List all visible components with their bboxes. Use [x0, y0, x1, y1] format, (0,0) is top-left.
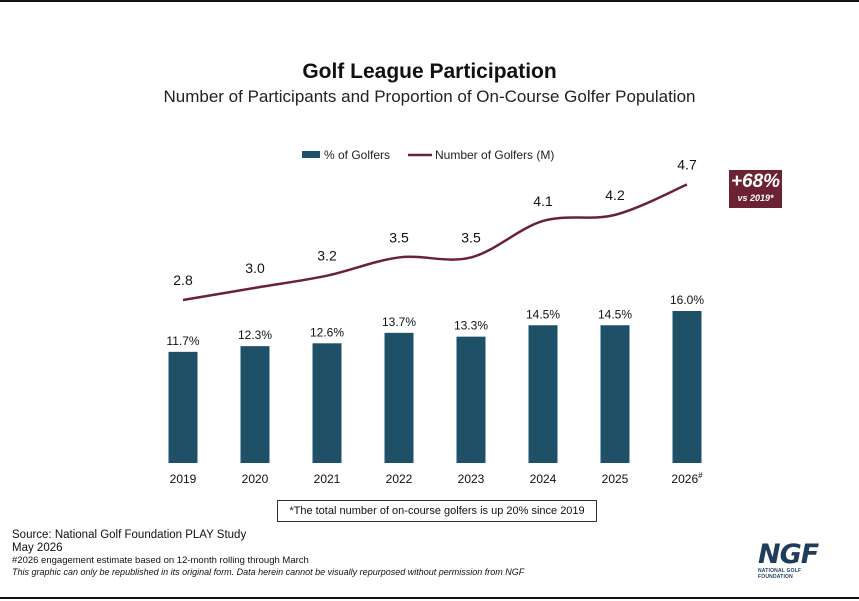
bar-2023 [456, 336, 486, 463]
bars-layer: 11.7% 12.3% 12.6% 13.7% 13.3% 14.5% 14.5% 16.0% [166, 293, 704, 463]
chart-note: *The total number of on-course golfers i… [277, 500, 597, 522]
bar-label-2023: 13.3% [454, 319, 488, 333]
combo-chart: % of Golfers Number of Golfers (M) 11.7%… [166, 148, 704, 486]
bar-label-2025: 14.5% [598, 307, 632, 321]
ngf-logo-tagline: NATIONAL GOLF FOUNDATION [758, 568, 802, 580]
ngf-logo-mark: NGF [758, 539, 819, 570]
bar-label-2020: 12.3% [238, 328, 272, 342]
bar-2025 [600, 325, 630, 463]
bar-2022 [384, 332, 414, 463]
legend-label-line: Number of Golfers (M) [435, 148, 554, 162]
x-tick-2025: 2025 [602, 472, 629, 486]
line-layer: 2.8 3.0 3.2 3.5 3.5 4.1 4.2 4.7 [173, 156, 697, 302]
growth-badge: +68% vs 2019* [729, 170, 782, 208]
line-label-2025: 4.2 [605, 187, 625, 203]
chart-subtitle: Number of Participants and Proportion of… [163, 87, 696, 106]
line-label-2021: 3.2 [317, 248, 337, 264]
disclaimer-text: This graphic can only be republished in … [12, 567, 525, 577]
bar-2020 [240, 346, 270, 463]
x-tick-2021: 2021 [314, 472, 341, 486]
x-tick-2026: 2026# [671, 471, 703, 486]
chart-title: Golf League Participation [302, 60, 557, 83]
bar-label-2022: 13.7% [382, 315, 416, 329]
footer: Source: National Golf Foundation PLAY St… [12, 529, 524, 578]
date-text: May 2026 [12, 542, 63, 554]
line-label-2022: 3.5 [389, 229, 409, 245]
line-label-2024: 4.1 [533, 193, 553, 209]
x-axis: 2019 2020 2021 2022 2023 2024 2025 2026# [170, 471, 703, 486]
bar-label-2026: 16.0% [670, 293, 704, 307]
growth-badge-caption: vs 2019* [737, 193, 774, 203]
x-tick-2020: 2020 [242, 472, 269, 486]
legend-swatch-bar [302, 151, 320, 158]
bar-label-2024: 14.5% [526, 307, 560, 321]
ngf-logo: NGF NATIONAL GOLF FOUNDATION [758, 539, 828, 580]
line-label-2019: 2.8 [173, 272, 193, 288]
bar-2026 [672, 311, 702, 463]
footnote-text: #2026 engagement estimate based on 12-mo… [12, 555, 309, 566]
x-tick-2024: 2024 [530, 472, 557, 486]
x-tick-2022: 2022 [386, 472, 413, 486]
x-tick-2023: 2023 [458, 472, 485, 486]
line-label-2026: 4.7 [677, 156, 697, 172]
line-label-2020: 3.0 [245, 260, 265, 276]
bar-2024 [528, 325, 558, 463]
bar-label-2019: 11.7% [166, 334, 199, 348]
legend-label-bar: % of Golfers [324, 148, 390, 162]
legend: % of Golfers Number of Golfers (M) [302, 148, 554, 162]
bar-2021 [312, 343, 342, 463]
golfers-line [182, 183, 688, 302]
source-text: Source: National Golf Foundation PLAY St… [12, 529, 247, 541]
bar-2019 [168, 351, 198, 463]
growth-badge-value: +68% [730, 171, 781, 192]
line-label-2023: 3.5 [461, 229, 481, 245]
bottom-border [0, 597, 859, 599]
x-tick-2019: 2019 [170, 472, 197, 486]
top-border [0, 0, 859, 2]
bar-label-2021: 12.6% [310, 325, 344, 339]
